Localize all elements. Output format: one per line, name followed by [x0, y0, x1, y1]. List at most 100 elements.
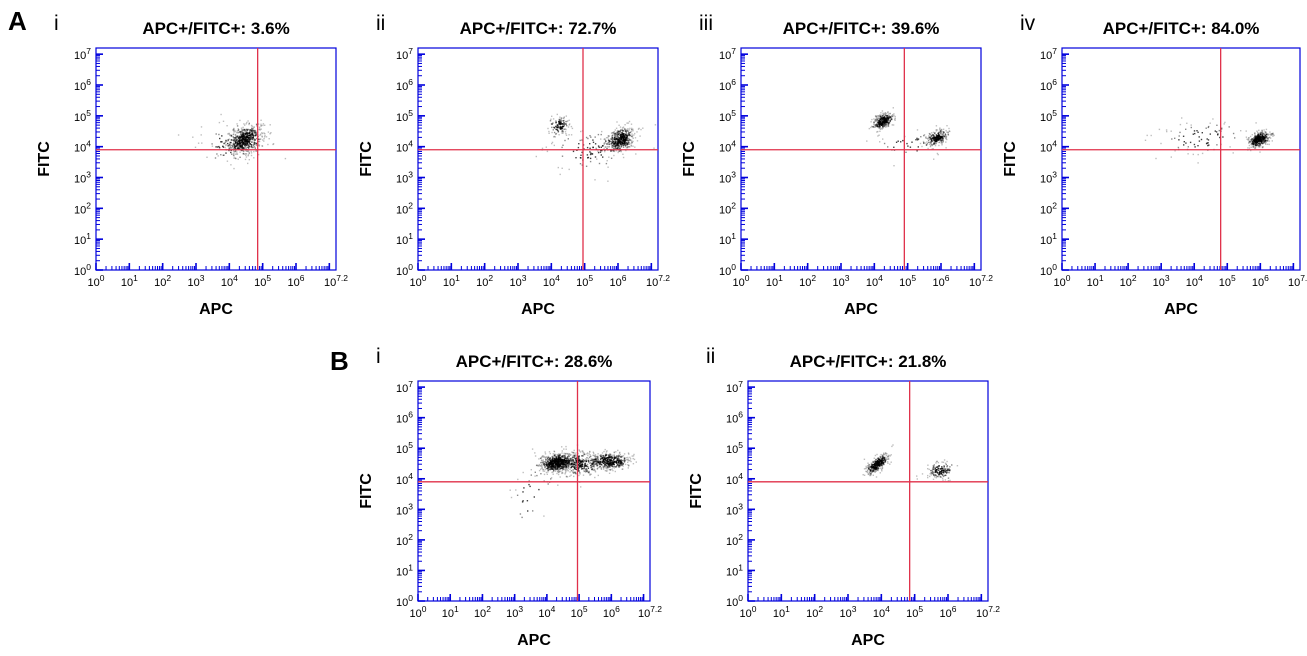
event-point	[885, 118, 887, 120]
event-point	[552, 468, 554, 470]
event-point	[240, 134, 243, 136]
event-point	[1217, 133, 1219, 135]
event-point	[1258, 142, 1261, 145]
event-point	[624, 463, 627, 466]
event-point	[235, 157, 237, 160]
event-point	[879, 126, 881, 128]
event-point	[1263, 136, 1266, 138]
event-point	[587, 467, 590, 469]
event-point	[233, 129, 236, 131]
plot-title: APC+/FITC+: 21.8%	[790, 352, 947, 371]
event-point	[887, 123, 890, 125]
axis-ticks	[1061, 53, 1295, 271]
event-point	[939, 476, 941, 478]
event-point	[608, 135, 610, 137]
event-point	[565, 469, 567, 471]
event-point	[876, 469, 879, 471]
event-point	[250, 146, 253, 149]
event-point	[879, 472, 881, 474]
scatter-plot-a-iii: iii APC+/FITC+: 39.6%100 101 102 103 104 105 10…	[681, 12, 993, 318]
event-point	[585, 468, 587, 470]
event-point	[632, 130, 634, 132]
event-point	[588, 453, 590, 455]
event-point	[622, 463, 624, 465]
event-point	[619, 138, 621, 141]
event-point	[940, 130, 942, 133]
event-point	[876, 124, 879, 127]
event-point	[257, 141, 260, 143]
event-point	[541, 147, 544, 149]
event-point	[619, 461, 622, 463]
event-point	[581, 464, 583, 466]
event-point	[589, 160, 592, 163]
event-point	[886, 458, 889, 460]
event-point	[596, 465, 598, 467]
event-point	[1207, 142, 1209, 144]
event-point	[547, 483, 549, 485]
event-point	[925, 136, 927, 138]
event-point	[239, 133, 242, 136]
event-point	[605, 146, 607, 148]
event-point	[603, 450, 605, 453]
event-point	[891, 445, 893, 448]
event-point	[871, 471, 874, 473]
event-point	[611, 135, 613, 137]
event-point	[642, 127, 644, 129]
event-point	[234, 153, 237, 155]
y-tick-label: 102	[719, 200, 736, 216]
event-point	[956, 465, 959, 467]
event-point	[936, 469, 938, 471]
event-point	[579, 139, 581, 142]
event-point	[557, 463, 560, 465]
event-point	[509, 489, 511, 491]
event-point	[607, 135, 610, 137]
event-point	[239, 151, 241, 153]
event-point	[1261, 131, 1263, 133]
event-point	[567, 470, 569, 472]
event-point	[553, 457, 555, 460]
event-point	[556, 470, 559, 473]
event-point	[569, 468, 571, 470]
event-point	[565, 463, 567, 465]
event-point	[236, 138, 238, 141]
event-point	[933, 143, 936, 145]
event-point	[881, 463, 884, 466]
event-point	[589, 454, 591, 456]
event-point	[617, 457, 620, 459]
event-point	[593, 452, 595, 454]
event-point	[621, 464, 623, 466]
event-point	[261, 132, 263, 134]
event-point	[551, 123, 553, 125]
event-point	[938, 141, 940, 144]
event-point	[263, 132, 265, 134]
event-point	[569, 454, 572, 456]
event-point	[559, 457, 561, 460]
event-point	[604, 457, 606, 459]
event-point	[510, 496, 513, 499]
event-point	[547, 461, 549, 463]
event-point	[882, 120, 885, 122]
event-point	[601, 457, 604, 459]
event-point	[553, 458, 556, 460]
event-point	[222, 120, 225, 122]
event-point	[871, 463, 873, 465]
event-point	[870, 462, 873, 464]
event-point	[577, 456, 580, 458]
event-point	[866, 471, 868, 473]
event-point	[256, 123, 258, 125]
event-point	[627, 467, 629, 469]
event-point	[600, 455, 602, 458]
event-point	[236, 136, 238, 138]
event-point	[614, 141, 617, 143]
event-point	[565, 453, 567, 455]
x-tick-label: 103	[506, 604, 523, 620]
event-point	[891, 124, 893, 126]
event-point	[871, 118, 873, 121]
event-point	[626, 142, 628, 145]
event-point	[226, 160, 229, 162]
event-point	[1197, 131, 1199, 133]
event-point	[554, 461, 556, 463]
event-point	[620, 141, 622, 143]
event-point	[628, 129, 630, 131]
event-point	[566, 459, 568, 461]
